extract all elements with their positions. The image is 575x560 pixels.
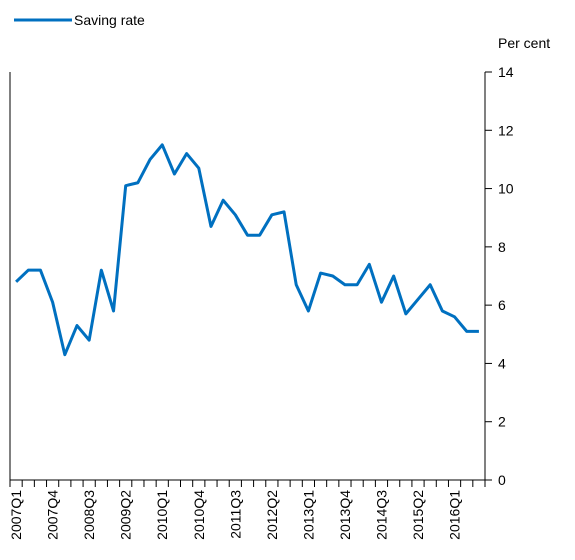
y-tick-label: 4: [498, 355, 506, 371]
legend-label: Saving rate: [74, 12, 145, 28]
x-tick-label: 2015Q2: [410, 490, 426, 540]
y-tick-label: 2: [498, 414, 506, 430]
y-tick-label: 14: [498, 64, 514, 80]
x-tick-label: 2008Q3: [81, 490, 97, 540]
x-tick-label: 2007Q4: [45, 490, 61, 540]
x-tick-label: 2011Q3: [227, 490, 243, 539]
x-tick-label: 2010Q1: [154, 490, 170, 540]
x-tick-label: 2016Q1: [447, 490, 463, 540]
x-tick-label: 2013Q4: [337, 490, 353, 540]
x-tick-label: 2010Q4: [191, 490, 207, 540]
y-tick-label: 0: [498, 472, 506, 488]
y-axis-label: Per cent: [498, 35, 550, 51]
x-tick-label: 2012Q2: [264, 490, 280, 540]
x-tick-label: 2009Q2: [118, 490, 134, 540]
y-tick-label: 6: [498, 297, 506, 313]
x-tick-label: 2007Q1: [8, 490, 24, 540]
line-series: [15, 143, 479, 357]
x-tick-label: 2013Q1: [300, 490, 316, 540]
x-tick-label: 2014Q3: [373, 490, 389, 540]
y-tick-label: 12: [498, 122, 514, 138]
y-tick-label: 8: [498, 239, 506, 255]
y-tick-label: 10: [498, 181, 514, 197]
